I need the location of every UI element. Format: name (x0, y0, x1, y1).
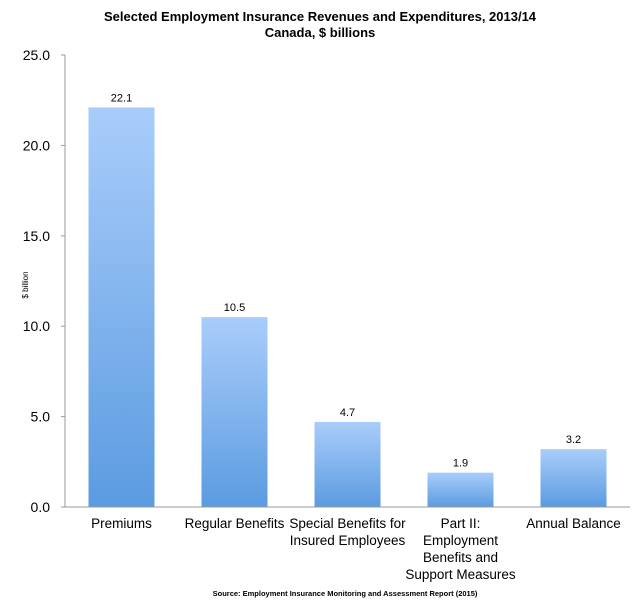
x-category-label: Insured Employees (290, 533, 406, 548)
data-label: 22.1 (111, 92, 132, 104)
y-tick-label: 15.0 (23, 228, 50, 244)
x-category-label: Premiums (91, 516, 152, 531)
x-category-label: Annual Balance (526, 516, 621, 531)
source-note: Source: Employment Insurance Monitoring … (213, 589, 478, 598)
x-category-label: Regular Benefits (185, 516, 285, 531)
y-tick-label: 5.0 (31, 409, 51, 425)
x-category-label: Support Measures (405, 567, 516, 582)
data-labels-group: 22.1 10.5 4.7 1.9 3.2 (111, 92, 581, 469)
x-category-label: Employment (423, 533, 498, 548)
bar (427, 472, 494, 507)
y-tick-label: 25.0 (23, 47, 50, 63)
x-category-label: Special Benefits for (289, 516, 406, 531)
y-tick-label: 0.0 (31, 499, 51, 515)
data-label: 1.9 (453, 458, 468, 470)
bar (88, 107, 155, 507)
x-category-label: Benefits and (423, 550, 498, 565)
chart-title: Selected Employment Insurance Revenues a… (104, 9, 537, 24)
data-label: 3.2 (566, 434, 581, 446)
chart-subtitle: Canada, $ billions (265, 25, 376, 40)
y-tick-label: 20.0 (23, 137, 50, 153)
y-axis-ticks: 0.0 5.0 10.0 15.0 20.0 25.0 (23, 47, 65, 515)
bar (540, 449, 607, 507)
y-tick-label: 10.0 (23, 318, 50, 334)
bar (314, 422, 381, 507)
bar (201, 317, 268, 507)
data-label: 4.7 (340, 407, 355, 419)
data-label: 10.5 (224, 302, 245, 314)
x-axis-labels: Premiums Regular Benefits Special Benefits… (91, 516, 621, 582)
x-category-label: Part II: (441, 516, 481, 531)
y-axis-label: $ billion (21, 271, 30, 298)
bars-group (88, 107, 607, 507)
